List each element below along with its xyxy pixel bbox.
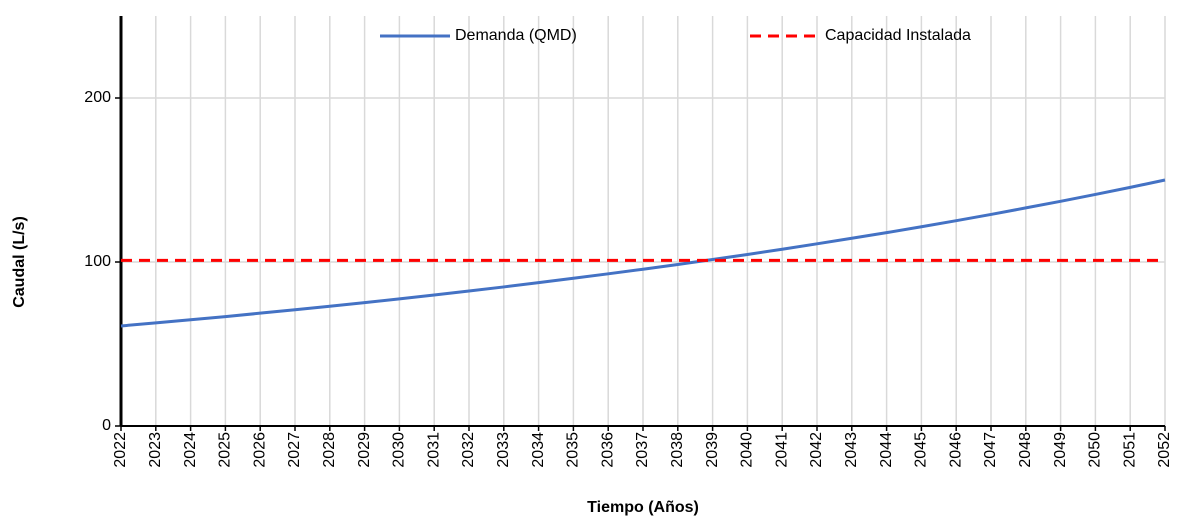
x-tick-label: 2026 <box>251 432 268 468</box>
x-tick-label: 2025 <box>217 432 234 468</box>
x-tick-label: 2034 <box>530 432 547 468</box>
x-tick-label: 2033 <box>495 432 512 468</box>
x-tick-label: 2045 <box>913 432 930 468</box>
x-tick-label: 2030 <box>391 432 408 468</box>
x-tick-label: 2036 <box>599 432 616 468</box>
x-tick-label: 2027 <box>286 432 303 468</box>
x-tick-label: 2035 <box>565 432 582 468</box>
x-tick-label: 2052 <box>1156 432 1173 468</box>
x-tick-label: 2038 <box>669 432 686 468</box>
legend-label: Capacidad Instalada <box>825 27 971 44</box>
x-tick-label: 2023 <box>147 432 164 468</box>
x-tick-label: 2040 <box>739 432 756 468</box>
x-tick-label: 2046 <box>947 432 964 468</box>
x-tick-label: 2031 <box>425 432 442 468</box>
x-tick-label: 2042 <box>808 432 825 468</box>
line <box>120 178 1166 328</box>
x-tick-label: 2048 <box>1017 432 1034 468</box>
x-axis-title: Tiempo (Años) <box>587 499 699 516</box>
legend-label: Demanda (QMD) <box>455 27 577 44</box>
y-tick-label: 0 <box>102 417 111 434</box>
x-tick-label: 2037 <box>634 432 651 468</box>
x-tick-label: 2050 <box>1087 432 1104 468</box>
y-tick-label: 100 <box>84 253 111 270</box>
x-tick-label: 2028 <box>321 432 338 468</box>
x-tick-label: 2039 <box>704 432 721 468</box>
x-tick-label: 2029 <box>356 432 373 468</box>
x-tick-label: 2041 <box>773 432 790 468</box>
x-tick-label: 2044 <box>878 432 895 468</box>
x-tick-label: 2049 <box>1052 432 1069 468</box>
x-tick-label: 2024 <box>182 432 199 468</box>
y-tick-label: 200 <box>84 89 111 106</box>
x-tick-label: 2043 <box>843 432 860 468</box>
x-tick-label: 2047 <box>982 432 999 468</box>
x-tick-label: 2022 <box>112 432 129 468</box>
y-axis-title: Caudal (L/s) <box>11 216 28 308</box>
x-tick-label: 2032 <box>460 432 477 468</box>
x-tick-label: 2051 <box>1121 432 1138 468</box>
